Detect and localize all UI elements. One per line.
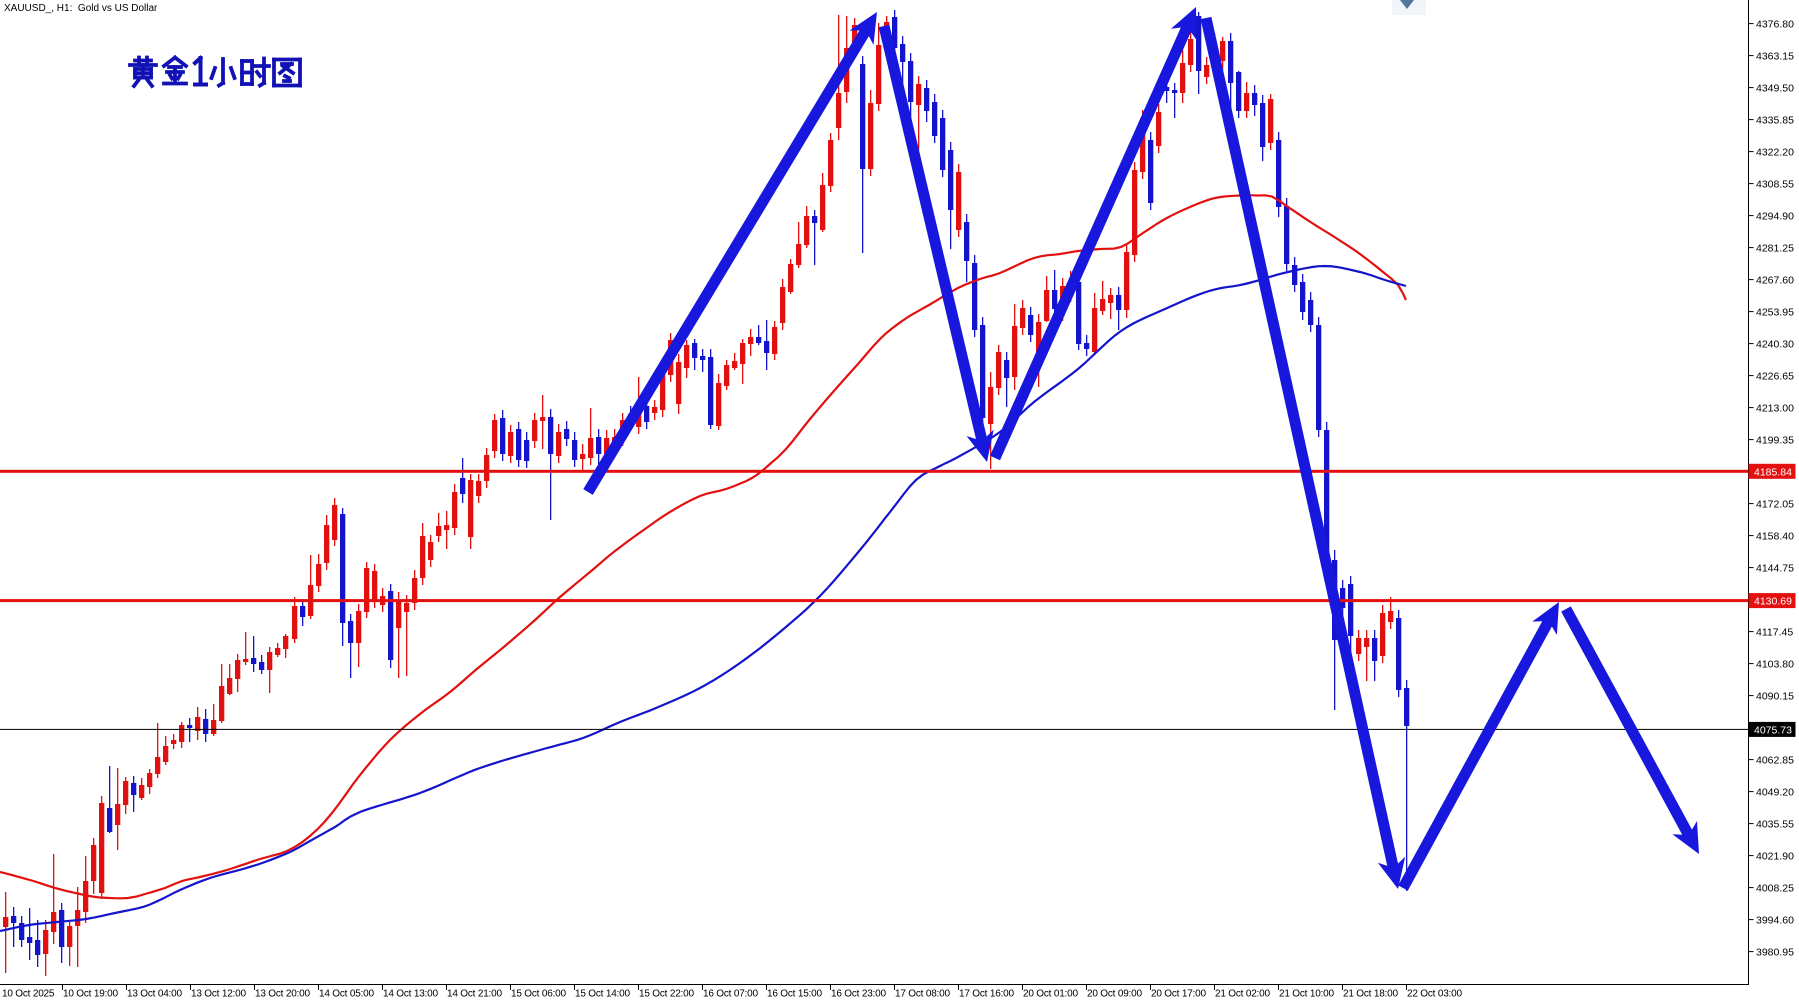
svg-text:4240.30: 4240.30 — [1756, 339, 1794, 351]
svg-text:4185.84: 4185.84 — [1754, 466, 1792, 478]
svg-text:21 Oct 18:00: 21 Oct 18:00 — [1343, 989, 1398, 1000]
svg-text:4376.80: 4376.80 — [1756, 19, 1794, 31]
svg-text:XAUUSD_, H1: Gold vs US Dolla: XAUUSD_, H1: Gold vs US Dollar — [4, 3, 158, 14]
svg-text:4308.55: 4308.55 — [1756, 179, 1794, 191]
svg-text:4349.50: 4349.50 — [1756, 83, 1794, 95]
svg-text:13 Oct 04:00: 13 Oct 04:00 — [127, 989, 182, 1000]
svg-text:4226.65: 4226.65 — [1756, 371, 1794, 383]
svg-text:4322.20: 4322.20 — [1756, 147, 1794, 159]
svg-text:14 Oct 21:00: 14 Oct 21:00 — [447, 989, 502, 1000]
svg-text:4021.90: 4021.90 — [1756, 851, 1794, 863]
svg-text:4281.25: 4281.25 — [1756, 243, 1794, 255]
svg-text:4008.25: 4008.25 — [1756, 883, 1794, 895]
svg-text:15 Oct 22:00: 15 Oct 22:00 — [639, 989, 694, 1000]
svg-text:20 Oct 01:00: 20 Oct 01:00 — [1023, 989, 1078, 1000]
svg-text:4267.60: 4267.60 — [1756, 275, 1794, 287]
svg-text:15 Oct 14:00: 15 Oct 14:00 — [575, 989, 630, 1000]
svg-text:4062.85: 4062.85 — [1756, 755, 1794, 767]
svg-text:22 Oct 03:00: 22 Oct 03:00 — [1407, 989, 1462, 1000]
svg-text:4363.15: 4363.15 — [1756, 51, 1794, 63]
svg-text:20 Oct 17:00: 20 Oct 17:00 — [1151, 989, 1206, 1000]
svg-text:4253.95: 4253.95 — [1756, 307, 1794, 319]
svg-text:4049.20: 4049.20 — [1756, 787, 1794, 799]
svg-text:10 Oct 19:00: 10 Oct 19:00 — [63, 989, 118, 1000]
svg-text:4294.90: 4294.90 — [1756, 211, 1794, 223]
svg-text:4103.80: 4103.80 — [1756, 659, 1794, 671]
svg-text:14 Oct 05:00: 14 Oct 05:00 — [319, 989, 374, 1000]
svg-text:13 Oct 12:00: 13 Oct 12:00 — [191, 989, 246, 1000]
svg-text:4144.75: 4144.75 — [1756, 563, 1794, 575]
svg-text:17 Oct 08:00: 17 Oct 08:00 — [895, 989, 950, 1000]
svg-text:14 Oct 13:00: 14 Oct 13:00 — [383, 989, 438, 1000]
svg-text:17 Oct 16:00: 17 Oct 16:00 — [959, 989, 1014, 1000]
svg-text:4035.55: 4035.55 — [1756, 819, 1794, 831]
svg-text:4117.45: 4117.45 — [1756, 627, 1793, 639]
svg-text:16 Oct 07:00: 16 Oct 07:00 — [703, 989, 758, 1000]
svg-text:4075.73: 4075.73 — [1754, 724, 1792, 736]
svg-text:4213.00: 4213.00 — [1756, 403, 1794, 415]
svg-text:10 Oct 2025: 10 Oct 2025 — [2, 989, 55, 1000]
svg-text:21 Oct 02:00: 21 Oct 02:00 — [1215, 989, 1270, 1000]
svg-text:3994.60: 3994.60 — [1756, 915, 1794, 927]
svg-text:13 Oct 20:00: 13 Oct 20:00 — [255, 989, 310, 1000]
svg-text:3980.95: 3980.95 — [1756, 947, 1794, 959]
svg-text:21 Oct 10:00: 21 Oct 10:00 — [1279, 989, 1334, 1000]
svg-text:4199.35: 4199.35 — [1756, 435, 1794, 447]
svg-text:4130.69: 4130.69 — [1754, 596, 1792, 608]
svg-text:4335.85: 4335.85 — [1756, 115, 1794, 127]
svg-text:4172.05: 4172.05 — [1756, 499, 1794, 511]
svg-text:4158.40: 4158.40 — [1756, 531, 1794, 543]
svg-text:20 Oct 09:00: 20 Oct 09:00 — [1087, 989, 1142, 1000]
svg-text:16 Oct 23:00: 16 Oct 23:00 — [831, 989, 886, 1000]
svg-text:4090.15: 4090.15 — [1756, 691, 1794, 703]
svg-text:15 Oct 06:00: 15 Oct 06:00 — [511, 989, 566, 1000]
svg-text:16 Oct 15:00: 16 Oct 15:00 — [767, 989, 822, 1000]
